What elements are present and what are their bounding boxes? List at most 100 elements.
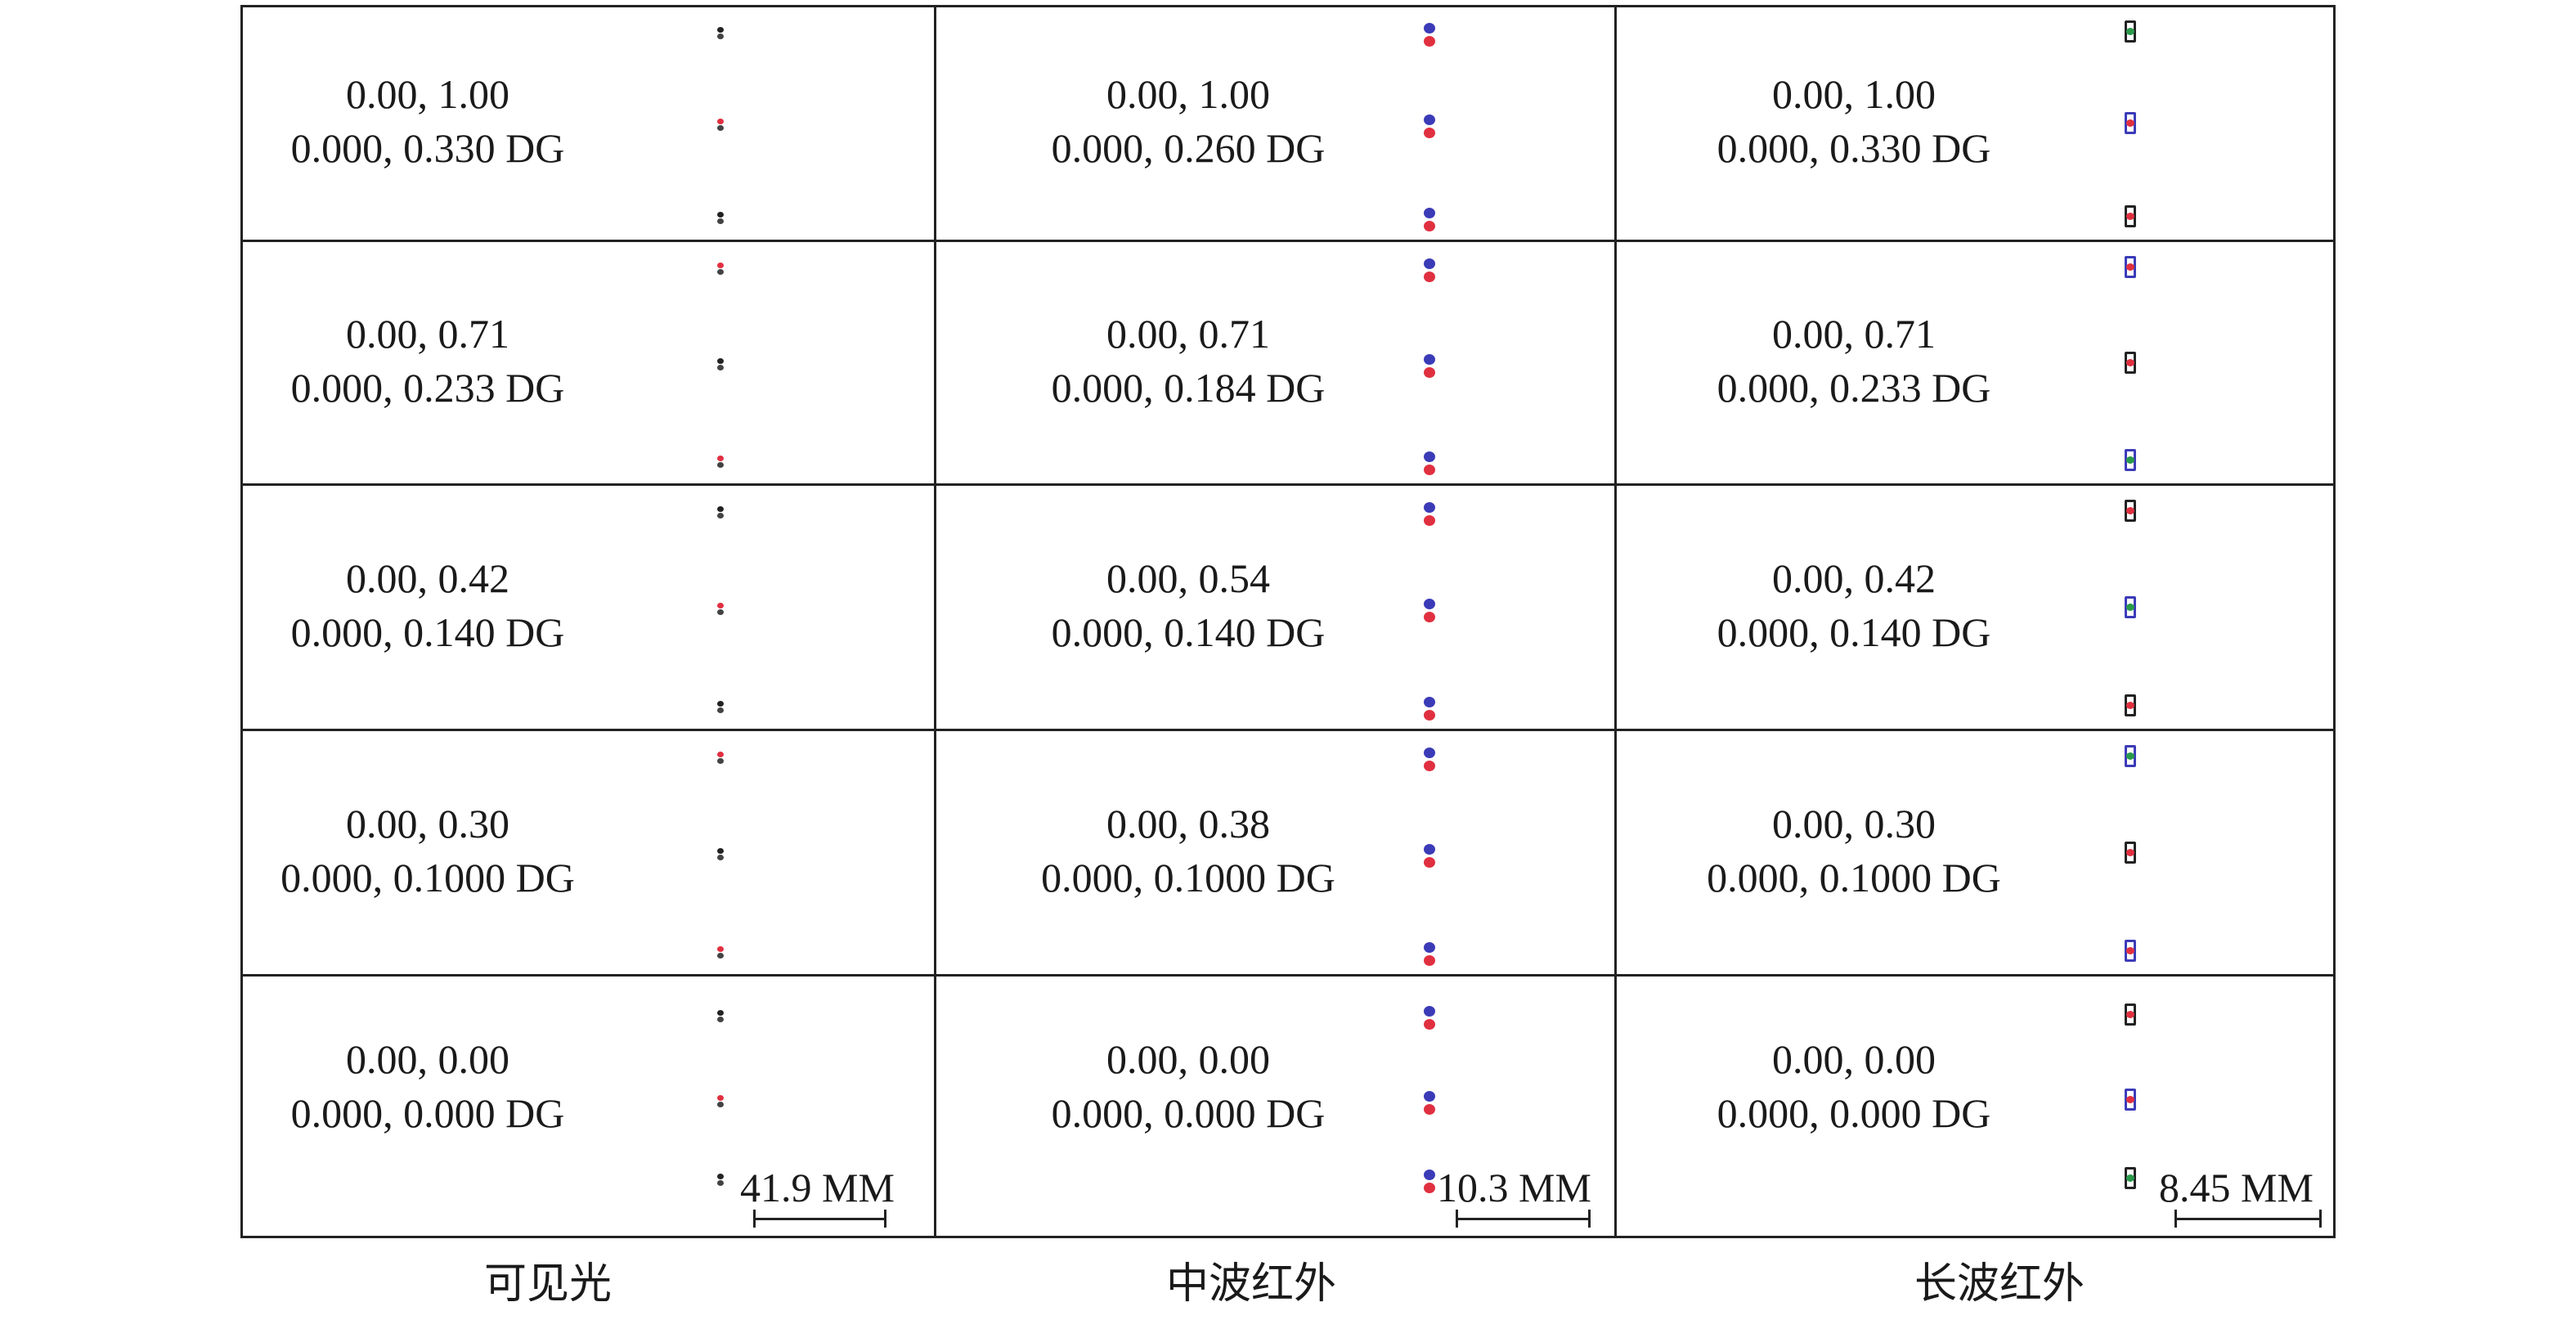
grid-row-divider — [240, 974, 2336, 977]
spot-point — [1424, 1170, 1435, 1180]
field-angle-label: 0.000, 0.260 DG — [1051, 125, 1326, 171]
spot-point — [1424, 761, 1435, 771]
spot-point — [2125, 449, 2136, 471]
spot-point — [2125, 205, 2136, 227]
field-coordinate-label: 0.00, 0.71 — [1106, 311, 1270, 357]
spot-point — [1424, 1006, 1435, 1017]
spot-point — [2125, 256, 2136, 278]
field-angle-label: 0.000, 0.1000 DG — [280, 855, 575, 900]
spot-point — [2126, 947, 2134, 954]
spot-point — [1424, 354, 1435, 365]
spot-diagram-grid — [240, 5, 2336, 1238]
spot-point — [2126, 119, 2134, 127]
spot-point — [2126, 263, 2134, 271]
spot-point — [717, 506, 724, 512]
field-coordinate-label: 0.00, 0.00 — [1106, 1036, 1270, 1082]
spot-point — [717, 1102, 724, 1107]
spot-point — [1424, 465, 1435, 475]
spot-point — [1424, 128, 1435, 138]
spot-point — [717, 462, 724, 468]
grid-row-divider — [240, 729, 2336, 731]
spot-point — [717, 513, 724, 519]
spot-point — [717, 269, 724, 275]
spot-point — [717, 855, 724, 860]
spot-point — [717, 609, 724, 615]
spot-point — [717, 365, 724, 370]
spot-point — [717, 212, 724, 218]
spot-point — [2125, 112, 2136, 134]
scale-bar — [753, 1210, 886, 1228]
scale-bar-label: 10.3 MM — [1437, 1165, 1591, 1210]
spot-point — [717, 218, 724, 224]
spot-point — [1424, 515, 1435, 526]
spot-point — [717, 752, 724, 757]
spot-point — [2126, 456, 2134, 464]
spot-point — [1424, 272, 1435, 282]
spot-point — [717, 27, 724, 33]
spot-point — [1424, 857, 1435, 868]
spot-point — [1424, 748, 1435, 758]
field-angle-label: 0.000, 0.140 DG — [1717, 609, 1991, 655]
spot-point — [1424, 1104, 1435, 1115]
spot-point — [2126, 1174, 2134, 1182]
spot-point — [1424, 612, 1435, 622]
field-coordinate-label: 0.00, 1.00 — [346, 71, 509, 117]
spot-point — [1424, 502, 1435, 513]
column-label: 中波红外 — [1165, 1259, 1336, 1309]
spot-point — [2125, 1003, 2136, 1026]
spot-point — [2125, 20, 2136, 43]
scale-bar-label: 41.9 MM — [740, 1165, 895, 1210]
grid-column-divider — [1614, 5, 1617, 1238]
field-coordinate-label: 0.00, 1.00 — [1106, 71, 1270, 117]
spot-point — [717, 263, 724, 268]
spot-point — [1424, 942, 1435, 953]
spot-point — [2125, 842, 2136, 864]
spot-point — [1424, 208, 1435, 218]
field-angle-label: 0.000, 0.000 DG — [290, 1090, 565, 1136]
field-coordinate-label: 0.00, 1.00 — [1772, 71, 1936, 117]
spot-point — [2126, 702, 2134, 709]
spot-point — [1424, 599, 1435, 609]
spot-point — [2126, 752, 2134, 760]
spot-point — [717, 946, 724, 952]
spot-point — [717, 1017, 724, 1022]
field-angle-label: 0.000, 0.233 DG — [290, 365, 565, 411]
spot-point — [1424, 36, 1435, 47]
spot-point — [1424, 955, 1435, 966]
scale-bar — [2174, 1210, 2322, 1228]
spot-point — [717, 358, 724, 364]
field-angle-label: 0.000, 0.233 DG — [1717, 365, 1991, 411]
spot-point — [2126, 849, 2134, 856]
field-angle-label: 0.000, 0.330 DG — [1717, 125, 1991, 171]
field-coordinate-label: 0.00, 0.71 — [346, 311, 509, 357]
grid-row-divider — [240, 240, 2336, 242]
field-coordinate-label: 0.00, 0.30 — [346, 801, 509, 846]
spot-point — [2126, 359, 2134, 366]
spot-point — [717, 707, 724, 713]
spot-point — [717, 848, 724, 854]
spot-point — [1424, 258, 1435, 269]
field-coordinate-label: 0.00, 0.71 — [1772, 311, 1936, 357]
scale-bar — [1456, 1210, 1591, 1228]
column-label: 长波红外 — [1914, 1259, 2085, 1309]
field-coordinate-label: 0.00, 0.30 — [1772, 801, 1936, 846]
spot-point — [1424, 1183, 1435, 1193]
column-label: 可见光 — [483, 1259, 612, 1309]
field-coordinate-label: 0.00, 0.42 — [1772, 555, 1936, 601]
spot-point — [1424, 1019, 1435, 1030]
field-angle-label: 0.000, 0.000 DG — [1717, 1090, 1991, 1136]
field-coordinate-label: 0.00, 0.42 — [346, 555, 509, 601]
spot-point — [1424, 451, 1435, 462]
spot-point — [717, 1180, 724, 1186]
spot-point — [717, 1095, 724, 1101]
spot-point — [717, 701, 724, 707]
spot-point — [717, 1010, 724, 1016]
spot-point — [1424, 1091, 1435, 1102]
spot-point — [2125, 500, 2136, 522]
spot-point — [2125, 940, 2136, 962]
spot-point — [2126, 1011, 2134, 1018]
spot-point — [717, 34, 724, 39]
grid-column-divider — [934, 5, 936, 1238]
field-angle-label: 0.000, 0.1000 DG — [1041, 855, 1335, 900]
spot-point — [2125, 352, 2136, 374]
